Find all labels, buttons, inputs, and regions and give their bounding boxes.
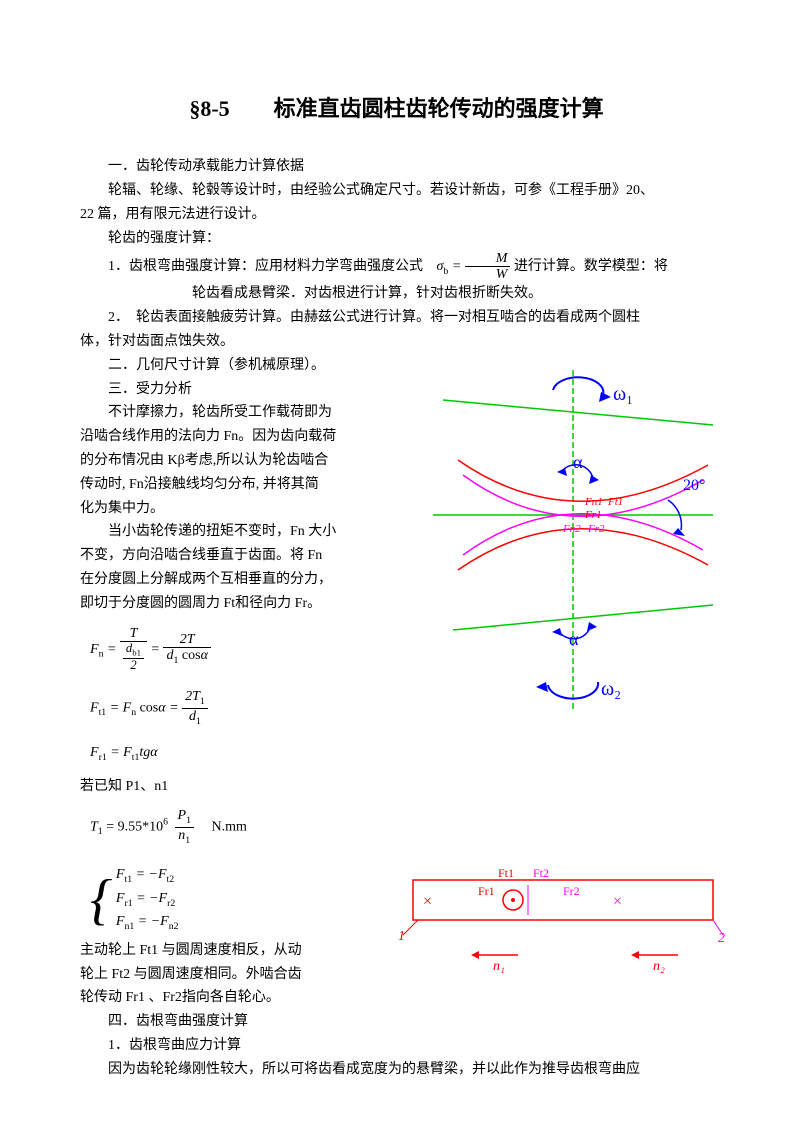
label-gear1: 1 xyxy=(398,929,405,944)
label-20deg: 20° xyxy=(683,477,705,494)
ft1-densub: 1 xyxy=(196,715,201,726)
fn-alpha: α xyxy=(201,648,208,663)
label-fr1: Fr1 xyxy=(584,509,602,521)
fn-den2c: cos xyxy=(178,648,200,663)
para-8c: 轮传动 Fr1 、Fr2指向各自轮心。 xyxy=(80,986,370,1010)
t1-T: T xyxy=(90,820,98,835)
para-5b: 沿啮合线作用的法向力 Fn。因为齿向载荷 xyxy=(80,425,370,449)
fn-den1: db1 2 xyxy=(120,642,147,673)
para-1b: 22 篇，用有限元法进行设计。 xyxy=(80,203,713,227)
para-4a: 2． 轮齿表面接触疲劳计算。由赫兹公式进行计算。将一对相互啮合的齿看成两个圆柱 xyxy=(80,306,713,330)
bearing1-icon: × xyxy=(423,893,432,910)
sys2-sub2: r2 xyxy=(167,898,175,909)
brace-icon: { xyxy=(90,872,112,928)
fr1-sub: r1 xyxy=(99,752,107,763)
t1-P: P xyxy=(178,808,187,823)
para-3-suffix: 进行计算。数学模型：将 xyxy=(514,259,668,274)
fr1-tg: tg xyxy=(139,745,150,760)
ft1-eq2: = xyxy=(166,700,182,715)
label-omega1: ω₁ xyxy=(613,383,633,405)
fn-num1: T xyxy=(120,626,147,642)
para-3b: 轮齿看成悬臂梁．对齿根进行计算，针对齿根折断失效。 xyxy=(80,282,713,306)
ft1-den: d xyxy=(189,709,196,724)
fn-den1c: 2 xyxy=(123,659,144,673)
para-6a: 当小齿轮传递的扭矩不变时，Fn 大小 xyxy=(80,520,370,544)
label-n1: n₁ xyxy=(493,959,505,974)
sigma-eq: = xyxy=(448,259,464,274)
d2-fr2: Fr2 xyxy=(563,884,580,898)
formula-t1: T1 = 9.55*106 P1 n1 N.mm xyxy=(80,804,370,850)
para-7: 若已知 P1、n1 xyxy=(80,775,370,799)
sigma-den: W xyxy=(465,267,511,282)
label-ft1: Ft1 xyxy=(607,496,623,508)
label-alpha1: α xyxy=(573,452,583,472)
shaft-diagram: Fr1 Ft1 Ft2 Fr2 × × 1 2 n₁ n₂ xyxy=(363,850,733,990)
bearing2-icon: × xyxy=(613,893,622,910)
t1-nsub: 1 xyxy=(185,835,190,846)
formula-fr1: Fr1 = Ft1tgα xyxy=(80,737,370,770)
gear-engagement-diagram: Fn1 Ft1 Fr1 Fn2 Fr2 ω₁ ω₂ α α 20° xyxy=(413,370,733,710)
fr1-alpha: α xyxy=(150,745,157,760)
t1-unit: N.mm xyxy=(197,820,246,835)
para-5e: 化为集中力。 xyxy=(80,497,370,521)
para-5a: 不计摩擦力，轮齿所受工作载荷即为 xyxy=(80,401,370,425)
t1-Psub: 1 xyxy=(186,815,191,826)
formula-system: { Ft1 = −Ft2 Fr1 = −Fr2 Fn1 = −Fn2 xyxy=(80,860,370,938)
sys2-sub: r1 xyxy=(124,898,132,909)
para-4b: 体，针对齿面点蚀失效。 xyxy=(80,330,713,354)
para-9: 1．齿根弯曲应力计算 xyxy=(80,1034,713,1058)
ft1-numsub: 1 xyxy=(200,696,205,707)
t1-exp: 6 xyxy=(163,817,168,828)
d2-ft1: Ft1 xyxy=(498,866,514,880)
sys3-sub: n1 xyxy=(124,921,134,932)
para-5c: 的分布情况由 Kβ考虑,所以认为轮齿啮合 xyxy=(80,449,370,473)
fr1-F: F xyxy=(90,745,99,760)
para-6b: 不变，方向沿啮合线垂直于齿面。将 Fn xyxy=(80,544,370,568)
para-6c: 在分度圆上分解成两个互相垂直的分力， xyxy=(80,568,370,592)
sys1-sub: t1 xyxy=(124,874,132,885)
fn-den1b: b1 xyxy=(132,647,141,657)
label-alpha2: α xyxy=(569,629,579,649)
t1-eq: = 9.55*10 xyxy=(103,820,163,835)
label-n2: n₂ xyxy=(653,959,665,974)
ft1-eq: = F xyxy=(106,700,131,715)
para-6d: 即切于分度圆的圆周力 Ft和径向力 Fr。 xyxy=(80,592,370,616)
d2-fr1: Fr1 xyxy=(478,884,495,898)
sys3-sub2: n2 xyxy=(169,921,179,932)
sigma-num: M xyxy=(465,251,511,267)
d2-ft2: Ft2 xyxy=(533,866,549,880)
para-1a: 轮辐、轮缘、轮毂等设计时，由经验公式确定尺寸。若设计新齿，可参《工程手册》20、 xyxy=(80,179,713,203)
fr1-eq: = F xyxy=(107,745,132,760)
ft1-alpha: α xyxy=(158,700,165,715)
para-10: 因为齿轮轮缘刚性较大，所以可将齿看成宽度为的悬臂梁，并以此作为推导齿根弯曲应 xyxy=(80,1058,713,1082)
fn-F: F xyxy=(90,641,99,656)
sys1-mid: = −F xyxy=(132,867,166,882)
formula-fn: Fn = T db1 2 = 2T d1 cosα xyxy=(80,622,370,677)
para-2: 轮齿的强度计算： xyxy=(80,227,713,251)
fn-num2: 2T xyxy=(163,632,210,648)
sys1-sub2: t2 xyxy=(167,874,175,885)
para-8b: 轮上 Ft2 与圆周速度相同。外啮合齿 xyxy=(80,963,370,987)
ft1-num: 2T xyxy=(185,689,200,704)
ft1-F: F xyxy=(90,700,99,715)
sys2-mid: = −F xyxy=(133,891,167,906)
page-title: §8-5 标准直齿圆柱齿轮传动的强度计算 xyxy=(80,90,713,127)
ft1-cos: cos xyxy=(136,700,158,715)
fn-eq: = xyxy=(103,641,119,656)
label-fr2: Fr2 xyxy=(587,523,605,535)
label-omega2: ω₂ xyxy=(601,678,621,700)
sys3-mid: = −F xyxy=(134,914,168,929)
fn-eq2: = xyxy=(151,641,164,656)
section1-heading: 一．齿轮传动承载能力计算依据 xyxy=(80,155,713,179)
para-5d: 传动时, Fn沿接触线均匀分布, 并将其简 xyxy=(80,473,370,497)
para-8a: 主动轮上 Ft1 与圆周速度相反，从动 xyxy=(80,939,370,963)
formula-ft1: Ft1 = Fn cosα = 2T1 d1 xyxy=(80,685,370,731)
label-fn2: Fn2 xyxy=(562,523,581,535)
label-fn1: Fn1 xyxy=(584,496,603,508)
para-3: 1．齿根弯曲强度计算：应用材料力学弯曲强度公式 σb = MW 进行计算。数学模… xyxy=(80,251,713,283)
para-3-prefix: 1．齿根弯曲强度计算：应用材料力学弯曲强度公式 xyxy=(108,259,423,274)
section4-heading: 四．齿根弯曲强度计算 xyxy=(80,1010,713,1034)
